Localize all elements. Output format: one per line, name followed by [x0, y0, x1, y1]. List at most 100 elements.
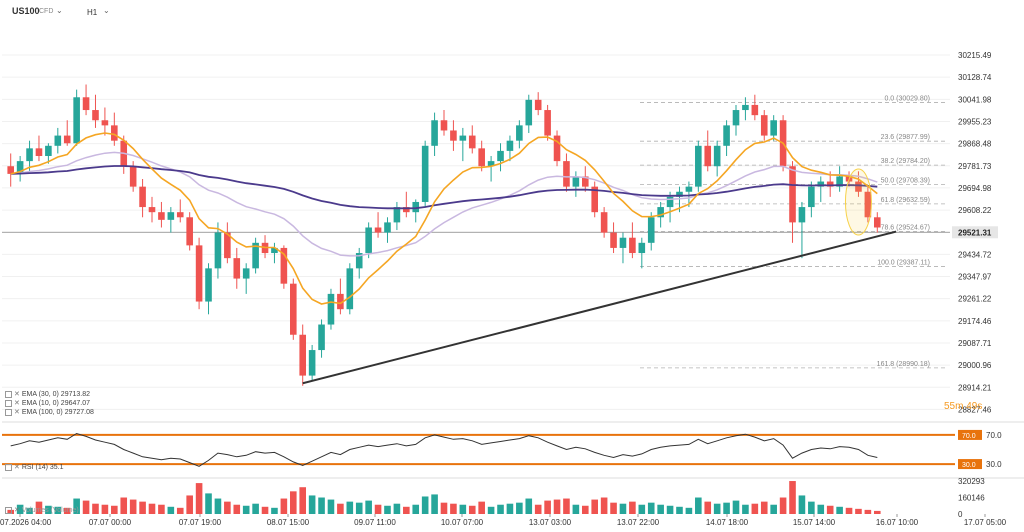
price-tick-label: 30215.49: [958, 51, 992, 60]
volume-bar: [412, 504, 420, 514]
volume-bar: [779, 497, 787, 514]
timeframe-label[interactable]: H1: [87, 8, 98, 17]
volume-bar: [572, 504, 580, 514]
candle-body: [374, 227, 382, 233]
checkbox-icon[interactable]: [5, 408, 12, 416]
rsi-level-tag: 30.0: [962, 462, 976, 469]
volume-bar: [16, 504, 24, 514]
price-axis: 30215.49 30128.74 30041.98 29955.23 29868.48…: [952, 51, 998, 414]
fib-level-label: 78.6 (29524.67): [881, 224, 930, 231]
fib-level-label: 100.0 (29387.11): [877, 260, 930, 267]
ema-lines: [10, 132, 878, 305]
candle-body: [817, 181, 825, 187]
volume-bar: [855, 508, 862, 514]
close-icon[interactable]: ✕: [14, 391, 20, 398]
candle-body: [742, 104, 749, 111]
time-tick-label: 06.07.2026 04:00: [0, 518, 52, 527]
checkbox-icon[interactable]: [5, 506, 12, 514]
volume-bar: [195, 483, 203, 514]
price-tick-label: 29347.97: [958, 273, 992, 282]
volume-bar: [525, 498, 533, 514]
volume-bar: [468, 505, 476, 514]
volume-bar: [73, 498, 80, 514]
candle-body: [176, 212, 184, 218]
volume-bar: [873, 510, 881, 514]
close-icon[interactable]: ✕: [14, 507, 20, 514]
time-tick-label: 15.07 14:00: [793, 518, 836, 527]
candle-body: [82, 97, 90, 111]
close-icon[interactable]: ✕: [14, 400, 20, 407]
volume-bar: [685, 507, 693, 514]
candle-body: [581, 176, 589, 187]
volume-bar: [421, 496, 429, 514]
price-tick-label: 29174.46: [958, 317, 992, 326]
volume-bar: [657, 504, 664, 514]
volume-bar: [836, 506, 843, 514]
volume-bar: [101, 504, 109, 514]
candle-body: [789, 166, 796, 223]
time-tick-label: 07.07 00:00: [89, 518, 132, 527]
contract-label: CFD: [39, 8, 54, 15]
price-grid: [2, 54, 950, 410]
volume-bar: [129, 499, 137, 514]
timeframe-dropdown-icon[interactable]: ⌄: [103, 6, 110, 15]
volume-tick-label: 160146: [958, 494, 985, 503]
checkbox-icon[interactable]: [5, 390, 12, 398]
volume-bar: [751, 503, 759, 514]
checkbox-icon[interactable]: [5, 463, 12, 471]
price-tick-label: 29868.48: [958, 140, 992, 149]
candle-body: [327, 293, 335, 325]
volume-bar: [393, 503, 401, 514]
candle-body: [318, 324, 325, 351]
time-tick-label: 14.07 18:00: [706, 518, 749, 527]
volume-bar: [516, 502, 523, 514]
legend-ema10[interactable]: ✕ EMA (10, 0) 29647.07: [5, 399, 94, 408]
candle-body: [760, 115, 768, 136]
candle-body: [403, 207, 410, 213]
fibonacci-levels: 0.0 (30029.80) 23.6 (29877.99) 38.2 (29784…: [640, 95, 945, 369]
volume-bar: [365, 500, 372, 514]
ema10-line: [10, 132, 878, 305]
candle-body: [186, 217, 193, 246]
close-icon[interactable]: ✕: [14, 409, 20, 416]
volume-bar: [63, 507, 71, 514]
legend-ema100[interactable]: ✕ EMA (100, 0) 29727.08: [5, 408, 94, 417]
volume-legend[interactable]: ✕ Volumes (Volume): [5, 506, 79, 515]
volume-bar: [54, 506, 62, 514]
price-tick-label: 29694.98: [958, 184, 992, 193]
symbol-dropdown-icon[interactable]: ⌄: [56, 6, 63, 15]
rsi-legend[interactable]: ✕ RSI (14) 35.1: [5, 463, 64, 472]
volume-bar: [826, 505, 834, 514]
volume-bar: [280, 498, 288, 514]
fib-level-label: 61.8 (29632.59): [881, 197, 930, 204]
volume-bar: [111, 505, 118, 514]
volume-bar: [676, 506, 683, 514]
close-icon[interactable]: ✕: [14, 464, 20, 471]
symbol-label[interactable]: US100: [12, 6, 40, 16]
volume-bar: [808, 501, 815, 514]
candle-body: [610, 232, 617, 248]
volume-bar: [45, 505, 52, 514]
checkbox-icon[interactable]: [5, 399, 12, 407]
legend-ema30[interactable]: ✕ EMA (30, 0) 29713.82: [5, 390, 94, 399]
volume-bar: [534, 504, 542, 514]
candle-body: [525, 99, 533, 126]
volume-bar: [374, 504, 382, 514]
support-trendline: [302, 230, 897, 385]
candle-body: [497, 150, 504, 162]
candle-body: [676, 191, 683, 197]
price-tick-label: 29781.73: [958, 162, 992, 171]
volume-bar: [384, 505, 391, 514]
candle-body: [591, 186, 599, 213]
candle-countdown: 55m 49s: [944, 401, 983, 412]
candle-body: [129, 166, 137, 187]
candle-body: [468, 135, 476, 149]
rsi-level-label: 70.0: [986, 431, 1002, 440]
candle-body: [195, 245, 203, 302]
candle-body: [148, 207, 156, 213]
candle-body: [704, 145, 712, 167]
candle-body: [252, 242, 259, 269]
candle-body: [544, 110, 551, 136]
candle-body: [355, 253, 363, 269]
volume-bar: [224, 501, 231, 514]
